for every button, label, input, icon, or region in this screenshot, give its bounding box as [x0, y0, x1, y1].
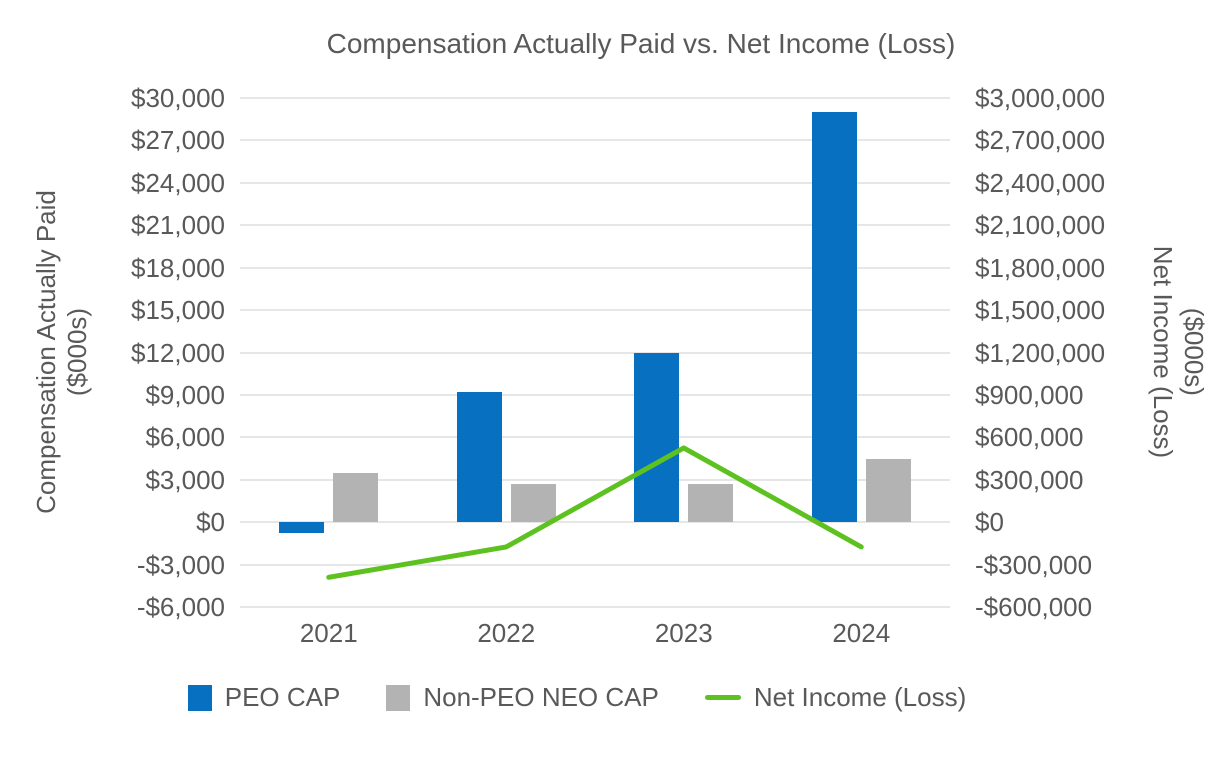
- x-axis-label-2021: 2021: [299, 618, 358, 648]
- right-axis-tick-label: $0: [975, 507, 1004, 538]
- left-axis-tick-label: $0: [196, 507, 225, 538]
- right-axis-tick-label: $1,500,000: [975, 295, 1106, 326]
- right-axis-tick-label: $900,000: [975, 379, 1084, 410]
- legend-item-non-peo-neo-cap: Non-PEO NEO CAP: [386, 682, 659, 713]
- net-income-line-layer: [326, 445, 864, 580]
- gridline: [240, 266, 950, 269]
- right-axis-tick-label: $1,800,000: [975, 252, 1106, 283]
- non-peo-neo-cap-bar-2021: [333, 472, 379, 523]
- legend-square-swatch: [187, 684, 212, 711]
- gridline: [240, 521, 950, 524]
- left-axis-tick-label: $30,000: [131, 83, 225, 113]
- non-peo-neo-cap-bar-2022: [510, 483, 556, 523]
- chart-title: Compensation Actually Paid vs. Net Incom…: [326, 28, 956, 59]
- legend-square-swatch: [386, 684, 411, 711]
- legend-label: Non-PEO NEO CAP: [423, 682, 659, 712]
- gridline: [240, 606, 950, 608]
- left-axis-tick-label: $9,000: [145, 379, 225, 410]
- gridline: [240, 224, 950, 227]
- left-axis-tick-label: $18,000: [131, 252, 225, 283]
- right-axis-tick-label: $600,000: [975, 422, 1084, 453]
- left-axis-tick-label: $24,000: [131, 167, 225, 198]
- left-axis-tick-label: $3,000: [145, 464, 225, 495]
- gridline: [240, 436, 950, 439]
- left-axis-tick-label: $27,000: [131, 125, 225, 156]
- gridline: [240, 563, 950, 566]
- right-axis-title-line2: ($000s): [1179, 307, 1209, 397]
- gridline: [240, 97, 950, 99]
- x-axis-label-2022: 2022: [477, 618, 536, 648]
- legend-label: Net Income (Loss): [753, 682, 967, 712]
- gridline: [240, 478, 950, 481]
- non-peo-neo-cap-bar-2023: [688, 483, 734, 523]
- peo-cap-bar-2024: [811, 112, 857, 523]
- gridline: [240, 351, 950, 354]
- legend-item-peo-cap: PEO CAP: [187, 682, 341, 713]
- x-axis-label-2024: 2024: [832, 618, 891, 648]
- right-axis-title: Net Income (Loss) ($000s): [1147, 246, 1209, 458]
- gridline: [240, 139, 950, 142]
- right-axis-tick-label: $2,700,000: [975, 125, 1106, 156]
- gridline: [240, 309, 950, 312]
- x-axis-label-2023: 2023: [654, 618, 713, 648]
- left-axis-tick-label: -$3,000: [136, 549, 225, 580]
- right-axis-tick-label: $1,200,000: [975, 337, 1106, 368]
- legend-item-net-income-loss-: Net Income (Loss): [704, 682, 967, 713]
- non-peo-neo-cap-bar-2024: [865, 458, 911, 523]
- legend: PEO CAP Non-PEO NEO CAP Net Income (Loss): [0, 682, 1190, 713]
- left-axis-tick-label: $21,000: [131, 210, 225, 241]
- gridline: [240, 393, 950, 396]
- net-income-line: [326, 445, 864, 580]
- right-axis-tick-label: -$600,000: [975, 592, 1093, 622]
- left-axis-tick-label: $15,000: [131, 295, 225, 326]
- right-axis-tick-label: $2,400,000: [975, 167, 1106, 198]
- left-axis-tick-label: $12,000: [131, 337, 225, 368]
- left-axis-tick-label: $6,000: [145, 422, 225, 453]
- peo-cap-bar-2023: [634, 352, 680, 523]
- right-axis-tick-label: $3,000,000: [975, 83, 1106, 113]
- right-axis-tick-label: $300,000: [975, 464, 1084, 495]
- left-axis-tick-label: -$6,000: [136, 592, 225, 622]
- right-axis-title-line1: Net Income (Loss): [1148, 245, 1178, 459]
- peo-cap-bar-2022: [456, 392, 502, 523]
- legend-line-swatch: [704, 695, 741, 700]
- legend-label: PEO CAP: [224, 682, 341, 712]
- gridline: [240, 181, 950, 184]
- peo-cap-bar-2021: [279, 522, 325, 534]
- right-axis-tick-label: $2,100,000: [975, 210, 1106, 241]
- right-axis-tick-label: -$300,000: [975, 549, 1093, 580]
